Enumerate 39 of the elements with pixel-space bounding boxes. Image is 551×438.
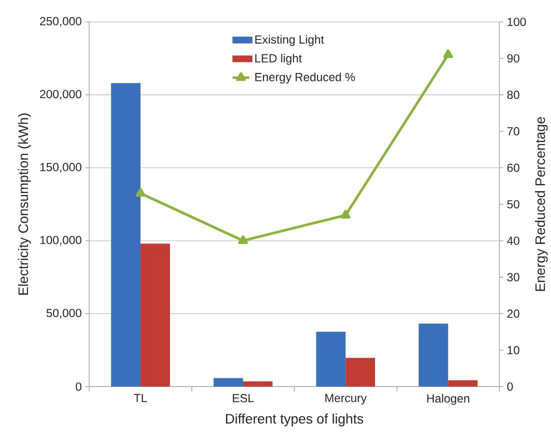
x-tick-label: Halogen (427, 394, 470, 405)
point (238, 235, 248, 244)
bar (316, 332, 346, 386)
y-tick-label: 150,000 (40, 162, 82, 172)
y2-tick-label: 0 (507, 382, 513, 391)
y2-tick-label: 80 (507, 90, 520, 99)
bar (418, 323, 448, 386)
point (136, 188, 146, 196)
point (340, 210, 350, 218)
y2-tick-label: 10 (508, 346, 520, 354)
y2-tick-label: 60 (507, 163, 520, 172)
x-axis-title: Different types of lights (226, 413, 364, 426)
y-axis-title: Electricity Consumption (kWh) (18, 113, 31, 295)
bar (214, 378, 244, 386)
bar (346, 358, 376, 386)
x-tick-label: TL (134, 394, 147, 402)
bar (111, 83, 141, 386)
y2-tick-label: 100 (508, 18, 526, 26)
legend-label: Existing Light (255, 34, 324, 46)
bar (140, 243, 170, 386)
y2-tick-label: 20 (507, 309, 520, 318)
legend-label: Energy Reduced % (255, 72, 355, 84)
y-tick-label: 250,000 (40, 16, 82, 27)
y-tick-label: 100,000 (40, 236, 82, 246)
y2-tick-label: 50 (507, 200, 520, 208)
y2-axis-title: Energy Reduced Percentage (534, 116, 548, 291)
y-tick-label: 0 (76, 382, 82, 391)
y-tick-label: 200,000 (40, 90, 82, 100)
y2-tick-label: 40 (507, 236, 520, 245)
bar (448, 380, 478, 386)
bar (243, 381, 272, 386)
y-tick-label: 50,000 (46, 308, 82, 318)
y2-tick-label: 30 (507, 272, 520, 282)
y2-tick-label: 90 (507, 54, 520, 62)
point (443, 49, 453, 58)
x-tick-label: Mercury (325, 394, 367, 404)
x-tick-label: ESL (232, 394, 254, 402)
y2-tick-label: 70 (507, 127, 520, 136)
legend-label: LED light (255, 54, 302, 65)
